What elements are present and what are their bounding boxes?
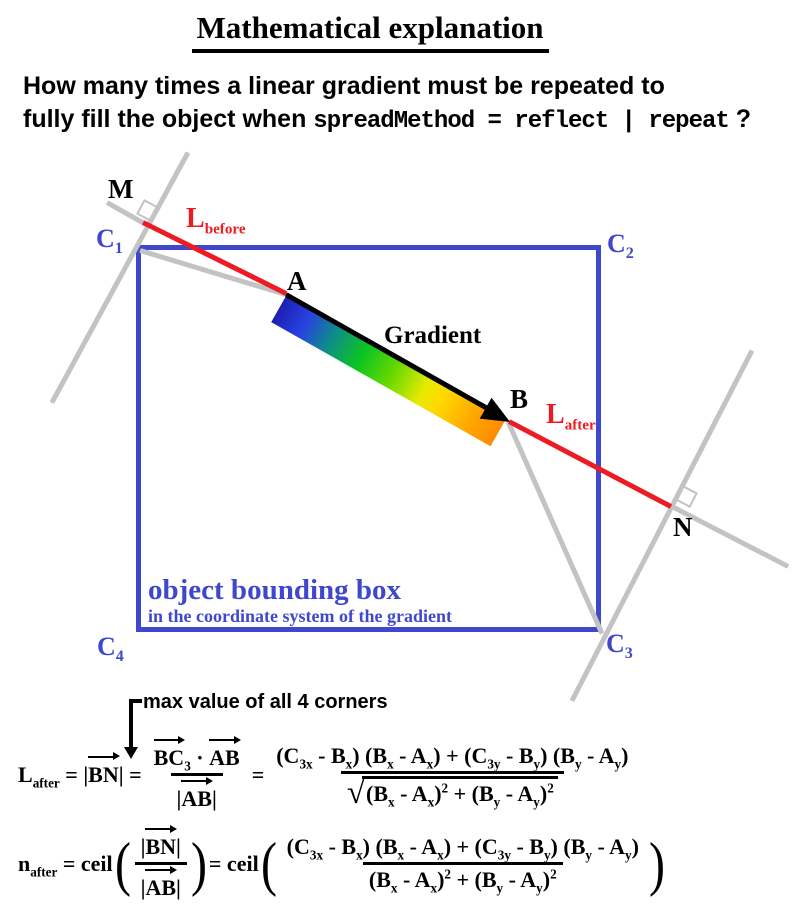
- page-title-text: Mathematical explanation: [191, 10, 549, 53]
- formula1-lhs: Lafter = |BN| =: [18, 752, 142, 790]
- subtitle-line2-prefix: fully fill the object when: [23, 105, 314, 133]
- formula2-expanded-fraction: (C3x - Bx) (Bx - Ax) + (C3y - By) (By - …: [281, 832, 645, 895]
- page-title: Mathematical explanation: [0, 10, 740, 53]
- formula1-expanded-fraction: (C3x - Bx) (Bx - Ax) + (C3y - By) (By - …: [270, 741, 634, 810]
- corner-label-C1: C1: [96, 224, 123, 258]
- bounding-box-rect: [136, 245, 601, 632]
- fraction-denominator: (Bx - Ax)2 + (By - Ay)2: [362, 862, 563, 895]
- fraction-numerator: BC3 · AB: [153, 735, 241, 774]
- corner-label-C2: C2: [607, 229, 634, 263]
- fraction-numerator: (C3x - Bx) (Bx - Ax) + (C3y - By) (By - …: [286, 834, 639, 863]
- fraction-numerator: (C3x - Bx) (Bx - Ax) + (C3y - By) (By - …: [276, 742, 629, 771]
- subtitle-line1: How many times a linear gradient must be…: [23, 72, 665, 100]
- formula2-mid: = ceil: [208, 850, 259, 876]
- bbox-caption-subtitle: in the coordinate system of the gradient: [148, 606, 452, 626]
- annotation-arrowhead-icon: [124, 747, 138, 759]
- corner-label-C3: C3: [606, 629, 633, 663]
- annotation-max-corners: max value of all 4 corners: [143, 691, 388, 713]
- point-label-B: B: [510, 384, 529, 414]
- annotation-arrow-line: [129, 699, 133, 749]
- formula2-ratio-fraction: |BN| |AB|: [134, 824, 187, 903]
- big-paren-close: ): [190, 830, 207, 897]
- subtitle-line2-suffix: ?: [728, 105, 751, 133]
- bbox-caption-title: object bounding box: [148, 574, 402, 606]
- formula2-lhs: nafter = ceil: [18, 850, 113, 879]
- point-label-M: M: [108, 174, 134, 204]
- subtitle: How many times a linear gradient must be…: [23, 70, 751, 136]
- point-label-A: A: [287, 266, 307, 296]
- formula-n-after: nafter = ceil ( |BN| |AB| ) = ceil ( (C3…: [16, 824, 665, 903]
- annotation-bracket-tick: [129, 699, 142, 703]
- point-label-N: N: [673, 512, 693, 542]
- fraction-denominator: √(Bx - Ax)2 + (By - Ay)2: [340, 770, 564, 809]
- subtitle-line2: fully fill the object when spreadMethod …: [23, 103, 751, 136]
- fraction-denominator: |AB|: [134, 862, 187, 903]
- formula1-dot-product-fraction: BC3 · AB |AB|: [148, 735, 246, 814]
- subtitle-code: spreadMethod = reflect | repeat: [313, 108, 729, 135]
- formula-l-after: Lafter = |BN| = BC3 · AB |AB| = (C3x - B…: [16, 735, 638, 814]
- label-L-after: Lafter: [546, 399, 596, 434]
- big-paren-open: (: [260, 830, 277, 897]
- corner-label-C4: C4: [97, 632, 124, 666]
- formula1-equals: =: [251, 761, 265, 787]
- fraction-numerator: |BN|: [140, 824, 181, 859]
- gradient-label: Gradient: [384, 322, 482, 349]
- big-paren-close: ): [648, 830, 665, 897]
- label-L-before: Lbefore: [186, 203, 246, 238]
- big-paren-open: (: [114, 830, 131, 897]
- fraction-denominator: |AB|: [170, 773, 223, 814]
